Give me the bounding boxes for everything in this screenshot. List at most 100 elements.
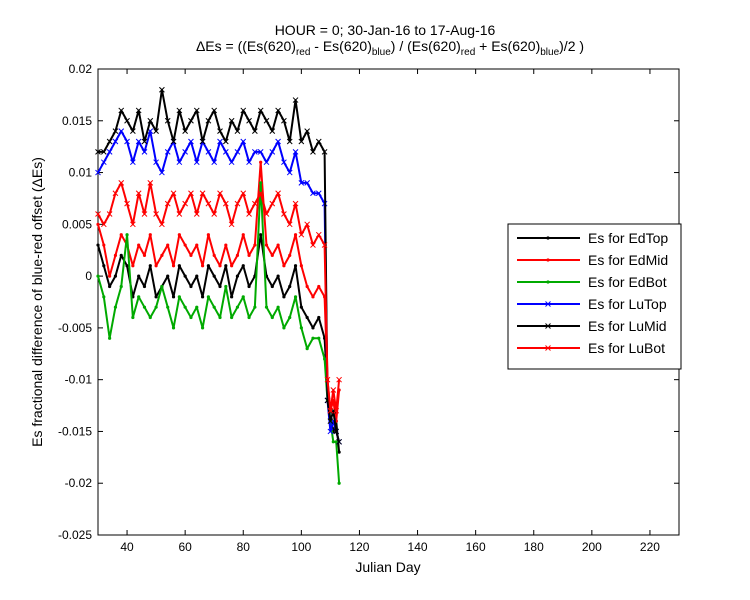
data-point — [205, 200, 212, 207]
data-point — [118, 128, 125, 134]
data-point — [125, 233, 129, 237]
data-point — [222, 138, 229, 145]
data-point — [276, 305, 280, 309]
data-point — [211, 107, 218, 114]
data-point — [142, 284, 147, 289]
data-point — [166, 243, 170, 247]
data-point — [234, 200, 241, 207]
data-point — [159, 86, 165, 93]
data-point — [183, 274, 187, 278]
data-point — [199, 138, 206, 145]
data-point — [200, 326, 205, 330]
data-point — [112, 138, 119, 145]
data-point — [183, 305, 187, 309]
data-point — [106, 211, 113, 217]
data-point — [148, 264, 152, 268]
legend-marker — [546, 236, 550, 240]
title2-part: ΔEs = ((Es(620) — [196, 38, 296, 54]
data-point — [305, 315, 309, 320]
data-point — [252, 200, 258, 207]
data-point — [211, 159, 218, 166]
data-point — [200, 264, 205, 268]
data-point — [218, 264, 222, 268]
data-point — [292, 148, 299, 155]
data-point — [269, 200, 276, 207]
data-point — [164, 200, 171, 207]
legend-marker — [545, 323, 551, 329]
data-point — [199, 190, 206, 197]
title2-part: - Es(620) — [310, 38, 371, 54]
data-point — [276, 274, 280, 278]
data-point — [263, 211, 270, 217]
data-point — [108, 274, 112, 278]
data-point — [288, 315, 292, 320]
data-point — [211, 211, 218, 217]
data-point — [222, 200, 229, 207]
data-point — [200, 295, 205, 299]
data-point — [304, 180, 311, 186]
x-axis-title: Julian Day — [355, 559, 420, 575]
data-point — [327, 428, 334, 435]
data-point — [193, 159, 200, 166]
data-point — [100, 221, 107, 228]
data-point — [119, 253, 123, 257]
data-point — [298, 231, 305, 238]
x-tick-label: 100 — [291, 540, 311, 554]
data-point — [118, 180, 125, 186]
data-point — [228, 159, 235, 166]
legend-label: Es for EdTop — [588, 230, 668, 246]
x-tick-label: 140 — [408, 540, 428, 554]
data-point — [188, 138, 194, 145]
title2-sub: red — [461, 47, 475, 58]
data-point — [241, 264, 245, 268]
data-point — [137, 295, 141, 299]
data-point — [253, 243, 257, 247]
data-point — [269, 148, 276, 155]
data-point — [100, 148, 107, 155]
series-4 — [95, 86, 342, 445]
data-point — [159, 221, 165, 228]
data-point — [195, 274, 199, 278]
legend-label: Es for LuBot — [588, 340, 665, 356]
data-point — [286, 138, 293, 145]
data-point — [288, 253, 292, 257]
data-point — [217, 138, 223, 145]
data-point — [148, 315, 152, 320]
data-point — [315, 231, 322, 238]
data-point — [322, 357, 327, 361]
data-point — [177, 264, 181, 268]
data-point — [153, 211, 159, 217]
data-point — [96, 222, 100, 226]
data-point — [137, 243, 141, 247]
data-point — [193, 211, 200, 217]
data-point — [177, 295, 181, 299]
data-point — [119, 233, 123, 237]
axis-ticks: 40 60 80 100 120 140 160 180 200 220 -0.025 -0.02 -0… — [58, 62, 679, 554]
title2-part: ) / (Es(620) — [391, 38, 461, 54]
data-point — [234, 148, 241, 155]
data-point — [336, 376, 342, 383]
data-point — [224, 243, 228, 247]
data-point — [275, 138, 281, 145]
data-point — [257, 107, 264, 114]
data-point — [189, 315, 193, 320]
data-point — [182, 200, 189, 207]
data-point — [135, 138, 142, 145]
data-point — [298, 180, 305, 186]
series-5 — [95, 180, 342, 414]
data-point — [183, 243, 187, 247]
data-point — [135, 190, 142, 197]
data-point — [164, 117, 171, 124]
data-point — [259, 233, 263, 237]
data-point — [118, 107, 125, 114]
data-point — [293, 295, 298, 299]
data-point — [252, 148, 258, 155]
y-tick-label: 0.015 — [62, 114, 92, 128]
data-point — [112, 190, 119, 197]
data-point — [154, 264, 158, 268]
y-tick-label: 0 — [85, 269, 92, 283]
data-point — [170, 138, 177, 145]
data-point — [188, 190, 194, 197]
data-point — [327, 418, 334, 424]
